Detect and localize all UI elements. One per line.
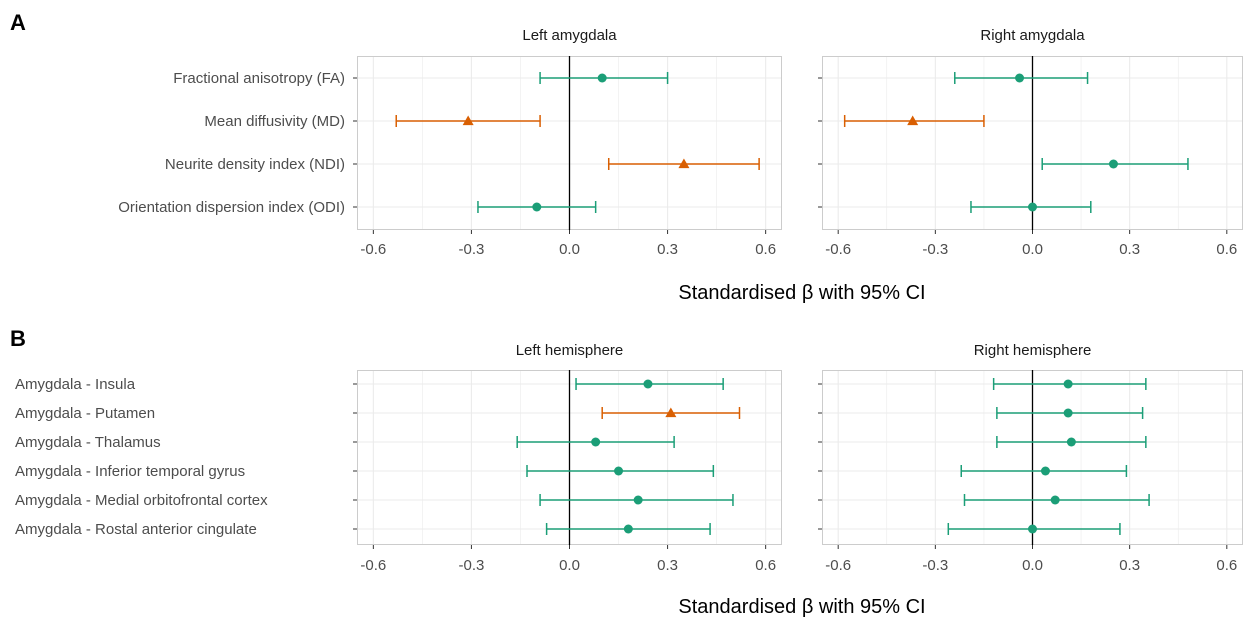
x-tick-label: 0.3	[1119, 241, 1140, 258]
point-estimate-triangle	[907, 115, 919, 126]
facet-right-amygdala: Right amygdala -0.6 -0.3 0.0 0.3 0.6	[818, 27, 1243, 258]
facet-title: Left amygdala	[522, 27, 617, 44]
row-label: Amygdala - Putamen	[15, 405, 155, 422]
x-axis-title-panel-a: Standardised β with 95% CI	[678, 282, 925, 304]
x-tick-label: 0.6	[1216, 241, 1237, 258]
point-estimate-circle	[1063, 408, 1073, 418]
point-estimate-circle	[532, 202, 542, 212]
row-label: Amygdala - Thalamus	[15, 434, 161, 451]
x-tick-label: -0.3	[922, 241, 948, 258]
row-label: Neurite density index (NDI)	[165, 156, 345, 173]
facet-left-amygdala: Left amygdala -0.6 -0.3 0.0 0.3 0.6	[353, 27, 782, 258]
point-estimate-circle	[1040, 466, 1050, 476]
x-tick-label: 0.6	[755, 241, 776, 258]
x-tick-label: 0.3	[1119, 557, 1140, 574]
x-tick-label: 0.0	[559, 241, 580, 258]
panel-letter-a: A	[10, 10, 26, 35]
x-tick-label: -0.6	[360, 557, 386, 574]
row-label: Amygdala - Inferior temporal gyrus	[15, 463, 245, 480]
x-tick-label: -0.3	[458, 557, 484, 574]
point-estimate-circle	[633, 495, 643, 505]
panel-letter-b: B	[10, 326, 26, 351]
x-tick-label: 0.0	[1022, 557, 1043, 574]
facet-title: Left hemisphere	[516, 342, 624, 359]
point-estimate-circle	[1063, 379, 1073, 389]
point-estimate-circle	[614, 466, 624, 476]
x-tick-label: -0.6	[360, 241, 386, 258]
row-label: Fractional anisotropy (FA)	[173, 70, 345, 87]
x-tick-label: -0.6	[825, 241, 851, 258]
x-tick-label: -0.3	[458, 241, 484, 258]
facet-right-hemisphere: Right hemisphere -0.6 -0.3 0.0 0.3 0.6	[818, 342, 1243, 574]
facet-title: Right amygdala	[980, 27, 1085, 44]
point-estimate-triangle	[462, 115, 474, 126]
x-tick-label: 0.6	[1216, 557, 1237, 574]
point-estimate-circle	[1066, 437, 1076, 447]
point-estimate-circle	[1050, 495, 1060, 505]
x-tick-label: 0.3	[657, 557, 678, 574]
row-label: Orientation dispersion index (ODI)	[118, 199, 345, 216]
facet-title: Right hemisphere	[974, 342, 1092, 359]
row-label: Amygdala - Insula	[15, 376, 136, 393]
point-estimate-circle	[1108, 159, 1118, 169]
row-label: Amygdala - Rostal anterior cingulate	[15, 521, 257, 538]
x-tick-label: -0.3	[922, 557, 948, 574]
facet-left-hemisphere: Left hemisphere -0.6 -0.3 0.0 0.3 0.6	[353, 342, 782, 574]
point-estimate-circle	[1028, 524, 1037, 534]
point-estimate-circle	[591, 437, 601, 447]
point-estimate-triangle	[678, 158, 690, 169]
point-estimate-circle	[643, 379, 653, 389]
x-tick-label: 0.0	[559, 557, 580, 574]
x-tick-label: 0.3	[657, 241, 678, 258]
point-estimate-triangle	[665, 407, 677, 418]
point-estimate-circle	[597, 73, 607, 83]
row-label: Amygdala - Medial orbitofrontal cortex	[15, 492, 268, 509]
point-estimate-circle	[1015, 73, 1025, 83]
x-tick-label: 0.6	[755, 557, 776, 574]
point-estimate-circle	[1028, 202, 1037, 212]
point-estimate-circle	[623, 524, 633, 534]
row-label: Mean diffusivity (MD)	[204, 113, 345, 130]
x-tick-label: 0.0	[1022, 241, 1043, 258]
x-tick-label: -0.6	[825, 557, 851, 574]
x-axis-title-panel-b: Standardised β with 95% CI	[678, 596, 925, 618]
row-labels: Fractional anisotropy (FA) Mean diffusivi…	[15, 70, 345, 538]
